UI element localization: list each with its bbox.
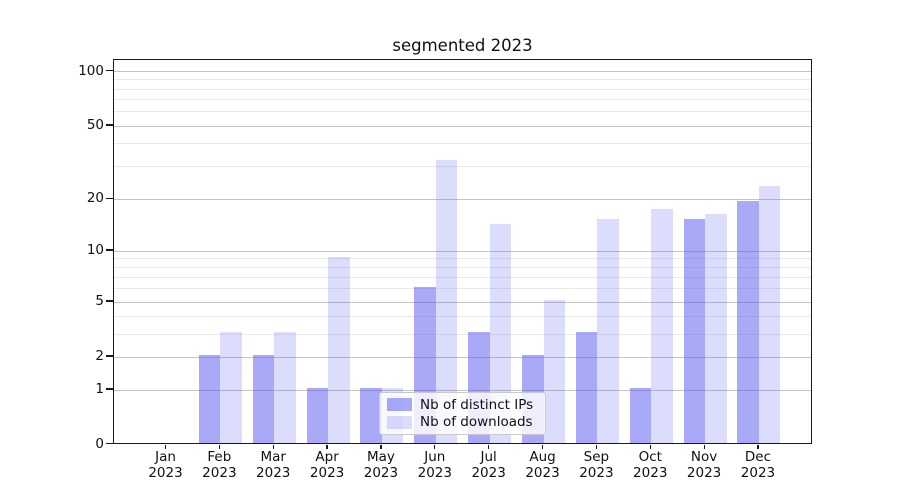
gridline-minor xyxy=(114,166,811,168)
x-tick-label: Jul 2023 xyxy=(471,449,506,481)
bar-distinct_ips-nov xyxy=(683,218,706,443)
x-tick-label: May 2023 xyxy=(363,449,399,481)
x-tick-mark xyxy=(272,444,274,449)
gridline-minor xyxy=(114,79,811,81)
x-tick-label: Jan 2023 xyxy=(148,449,183,481)
gridline-minor xyxy=(114,276,811,278)
bar-downloads-sep xyxy=(597,218,619,443)
gridline-major xyxy=(114,71,811,72)
y-tick-label: 20 xyxy=(86,190,104,207)
y-tick-label: 2 xyxy=(95,348,104,364)
bar-downloads-jul xyxy=(489,223,512,443)
bar-downloads-nov xyxy=(705,213,727,443)
x-tick-label: Aug 2023 xyxy=(525,449,560,481)
x-tick-mark xyxy=(218,444,220,449)
x-tick-label: Mar 2023 xyxy=(256,449,291,481)
legend-label: Nb of downloads xyxy=(420,414,533,431)
bar-distinct_ips-mar xyxy=(252,355,275,443)
legend-item-distinct_ips: Nb of distinct IPs xyxy=(387,397,538,413)
legend-swatch-distinct_ips xyxy=(387,398,412,411)
x-tick-mark xyxy=(703,444,705,449)
gridline-major xyxy=(114,389,811,391)
legend-item-downloads: Nb of downloads xyxy=(387,414,538,430)
y-tick-label: 100 xyxy=(78,62,104,79)
bar-downloads-mar xyxy=(274,332,296,443)
gridline-minor xyxy=(114,111,811,113)
y-tick-mark xyxy=(105,249,113,251)
bar-downloads-feb xyxy=(220,332,242,443)
bar-distinct_ips-sep xyxy=(575,332,598,443)
y-tick-mark xyxy=(105,69,113,72)
bar-distinct_ips-dec xyxy=(737,201,759,443)
x-tick-mark xyxy=(326,444,328,449)
y-tick-mark xyxy=(105,355,113,357)
x-tick-label: Sep 2023 xyxy=(579,449,614,481)
y-tick-label: 50 xyxy=(86,117,104,133)
gridline-major xyxy=(114,250,811,252)
x-tick-label: Jun 2023 xyxy=(417,449,452,481)
gridline-minor xyxy=(114,99,811,101)
gridline-minor xyxy=(114,266,811,268)
bar-downloads-oct xyxy=(651,209,673,443)
x-tick-label: Apr 2023 xyxy=(309,449,345,481)
bar-downloads-apr xyxy=(328,256,350,443)
gridline-minor xyxy=(114,288,811,290)
bar-distinct_ips-oct xyxy=(629,388,652,443)
x-tick-mark xyxy=(434,444,436,449)
bar-downloads-aug xyxy=(543,300,566,443)
gridline-major xyxy=(114,198,811,200)
plot-area xyxy=(113,59,812,444)
bar-distinct_ips-feb xyxy=(198,355,221,443)
y-tick-label: 1 xyxy=(95,381,104,397)
gridline-minor xyxy=(114,315,811,317)
x-tick-mark xyxy=(595,444,597,449)
chart-title: segmented 2023 xyxy=(392,36,533,55)
bar-downloads-dec xyxy=(758,186,781,443)
x-tick-label: Nov 2023 xyxy=(686,449,722,481)
gridline-minor xyxy=(114,88,811,90)
x-tick-mark xyxy=(757,444,759,449)
bar-distinct_ips-may xyxy=(360,388,382,443)
x-tick-mark xyxy=(541,444,544,449)
gridline-minor xyxy=(114,143,811,145)
gridline-major xyxy=(114,301,811,303)
x-tick-mark xyxy=(380,444,382,449)
gridline-minor xyxy=(114,258,811,260)
legend: Nb of distinct IPs Nb of downloads xyxy=(379,392,546,435)
y-tick-mark xyxy=(105,124,113,126)
x-tick-mark xyxy=(488,444,490,449)
x-tick-label: Feb 2023 xyxy=(202,449,237,481)
bar-distinct_ips-apr xyxy=(306,388,329,443)
y-tick-label: 10 xyxy=(86,242,104,258)
x-tick-label: Dec 2023 xyxy=(740,449,776,481)
legend-label: Nb of distinct IPs xyxy=(420,396,534,413)
legend-swatch-downloads xyxy=(387,416,412,429)
y-tick-label: 5 xyxy=(95,293,104,309)
gridline-minor xyxy=(114,333,811,335)
y-tick-mark xyxy=(105,197,113,199)
x-tick-label: Oct 2023 xyxy=(633,449,668,481)
y-tick-mark xyxy=(105,388,113,390)
x-tick-mark xyxy=(649,444,651,449)
gridline-major xyxy=(114,125,811,127)
bar-downloads-jun xyxy=(435,159,458,443)
y-tick-mark xyxy=(105,300,113,302)
x-tick-mark xyxy=(164,444,167,449)
y-tick-label: 0 xyxy=(95,435,104,452)
gridline-major xyxy=(114,356,811,358)
y-tick-mark xyxy=(105,442,113,445)
